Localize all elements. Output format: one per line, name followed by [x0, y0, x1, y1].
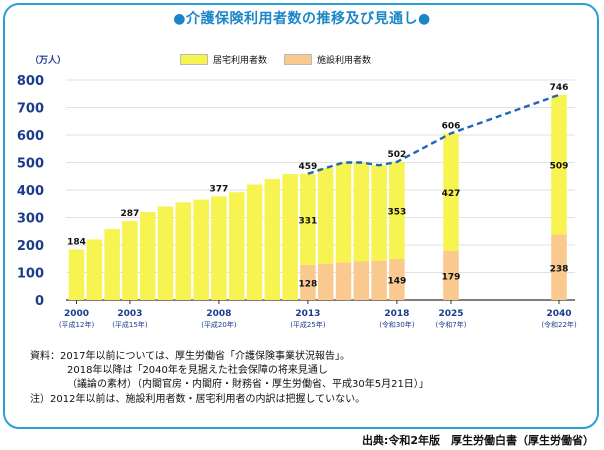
bar-total-2009 [228, 192, 245, 300]
bar-total-2008 [211, 196, 227, 300]
y-tick-label-700: 700 [17, 102, 44, 117]
y-axis-unit-label: （万人） [30, 56, 67, 66]
x-tick-label-2025: 2025 [438, 309, 463, 319]
y-tick-label-200: 200 [17, 239, 44, 254]
y-tick-label-500: 500 [17, 157, 44, 172]
bar-total-2005 [157, 206, 174, 300]
legend-label-home: 居宅利用者数 [213, 56, 268, 66]
note-line-1: 資料：2017年以前については、厚生労働省「介護保険事業状況報告」。 [30, 351, 350, 362]
data-label-home-2018: 353 [388, 207, 407, 217]
data-label-facility-2040: 238 [550, 264, 569, 274]
data-label-home-2013: 331 [299, 216, 318, 226]
bar-total-2010 [246, 184, 263, 300]
trend-line [307, 93, 560, 175]
bar-facility-2017 [371, 260, 387, 300]
x-tick-sublabel-2003: (平成15年) [112, 320, 148, 329]
legend-item-facility: 施設利用者数 [284, 53, 371, 66]
x-tick-label-2003: 2003 [117, 309, 142, 319]
bar-total-2003 [122, 221, 138, 300]
bar-home-2018 [389, 161, 405, 260]
bar-home-2016 [353, 162, 370, 262]
data-label-home-2040: 509 [550, 162, 569, 172]
bar-facility-2018 [389, 259, 405, 300]
bar-home-2013 [300, 173, 316, 265]
note-line-3: （議論の素材）（内閣官房・内閣府・財務省・厚生労働省、平成30年5月21日）」 [67, 379, 429, 390]
bar-home-2014 [317, 168, 334, 264]
source-credit: 出典:令和2年版 厚生労働白書（厚生労働省） [361, 434, 594, 447]
chart-title: ●介護保険利用者数の推移及び見通し● [173, 11, 431, 27]
data-label-home-2025: 427 [442, 189, 461, 199]
data-label-facility-2018: 149 [388, 277, 407, 287]
y-tick-label-400: 400 [17, 184, 44, 199]
x-tick-sublabel-2025: (令和7年) [436, 320, 467, 329]
data-label-total-2003: 287 [121, 209, 140, 219]
note-line-2: 2018年以降は「2040年を見据えた社会保障の将来見通し [67, 365, 328, 376]
bar-total-2007 [193, 199, 209, 300]
data-label-total-2008: 377 [210, 184, 229, 194]
x-tick-label-2008: 2008 [206, 309, 231, 319]
bar-total-2001 [86, 239, 103, 300]
x-tick-sublabel-2008: (平成20年) [201, 320, 237, 329]
data-label-facility-2013: 128 [299, 279, 318, 289]
data-label-total-2000: 184 [67, 237, 86, 247]
bar-home-2025 [443, 133, 459, 251]
data-label-total-2040: 746 [550, 83, 569, 93]
bar-home-2015 [335, 162, 352, 263]
legend-item-home: 居宅利用者数 [180, 53, 267, 66]
bar-total-2012 [282, 174, 298, 300]
bar-facility-2016 [353, 261, 370, 300]
bar-total-2004 [139, 212, 156, 300]
legend-swatch-facility [284, 54, 312, 65]
x-tick-sublabel-2013: (平成25年) [290, 320, 326, 329]
x-tick-label-2040: 2040 [546, 309, 571, 319]
bar-total-2002 [104, 229, 120, 300]
x-tick-sublabel-2000: (平成12年) [59, 320, 95, 329]
y-tick-label-600: 600 [17, 129, 44, 144]
bar-facility-2013 [300, 264, 316, 300]
data-label-facility-2025: 179 [442, 272, 461, 282]
legend-label-facility: 施設利用者数 [317, 56, 372, 66]
data-label-total-2018: 502 [388, 150, 407, 160]
bar-facility-2015 [335, 262, 352, 300]
bar-facility-2025 [443, 250, 459, 300]
bar-total-2011 [264, 179, 281, 300]
x-tick-sublabel-2018: (令和30年) [379, 320, 415, 329]
bar-facility-2014 [317, 263, 334, 300]
chart-frame [3, 3, 599, 429]
y-tick-label-0: 0 [35, 294, 44, 309]
y-tick-label-100: 100 [17, 267, 44, 282]
bar-total-2000 [68, 249, 85, 300]
data-label-total-2025: 606 [442, 121, 461, 131]
y-tick-label-300: 300 [17, 212, 44, 227]
bar-home-2040 [551, 94, 567, 235]
data-label-total-2013: 459 [299, 162, 318, 172]
x-tick-label-2013: 2013 [295, 309, 320, 319]
y-tick-label-800: 800 [17, 74, 44, 89]
bar-home-2017 [371, 165, 387, 261]
note-line-4: 注）2012年以前は、施設利用者数・居宅利用者の内訳は把握していない。 [30, 394, 366, 405]
bar-total-2006 [175, 202, 192, 300]
chart-plot: 0 100 200 300 400 500 600 700 800 184 287 377 331 128… [17, 74, 577, 329]
x-tick-label-2000: 2000 [64, 309, 89, 319]
x-tick-sublabel-2040: (令和22年) [541, 320, 577, 329]
bar-facility-2040 [551, 234, 567, 300]
legend-swatch-home [180, 54, 208, 65]
x-tick-label-2018: 2018 [384, 309, 409, 319]
